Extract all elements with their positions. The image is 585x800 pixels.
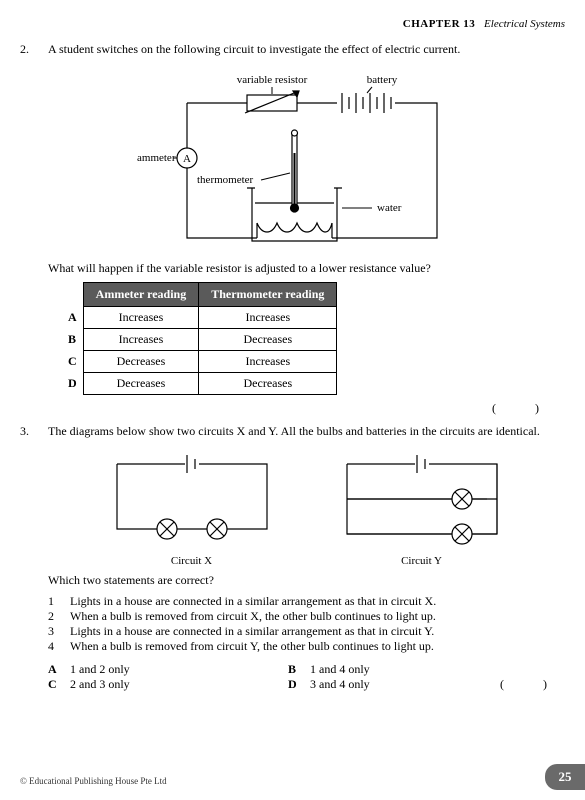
stmt-num: 1: [48, 594, 70, 609]
page-number: 25: [545, 764, 585, 790]
copyright-footer: © Educational Publishing House Pte Ltd: [20, 776, 167, 786]
q2-th-therm: Thermometer reading: [199, 283, 337, 307]
opt-label: B: [288, 662, 310, 677]
q2-cell: Decreases: [199, 329, 337, 351]
stmt-text: When a bulb is removed from circuit X, t…: [70, 609, 436, 624]
opt-label: D: [288, 677, 310, 692]
q2-number: 2.: [20, 42, 48, 416]
q2-answer-blank: ( ): [48, 401, 565, 416]
opt-label: C: [48, 677, 70, 692]
q3-statements: 1Lights in a house are connected in a si…: [48, 594, 565, 654]
stmt-text: Lights in a house are connected in a sim…: [70, 594, 436, 609]
q2-th-ammeter: Ammeter reading: [83, 283, 199, 307]
q2-row-label: C: [56, 351, 83, 373]
q2-cell: Decreases: [83, 351, 199, 373]
q3-number: 3.: [20, 424, 48, 692]
stmt-text: Lights in a house are connected in a sim…: [70, 624, 434, 639]
q2-cell: Increases: [83, 329, 199, 351]
question-3: 3. The diagrams below show two circuits …: [20, 424, 565, 692]
q2-cell: Decreases: [199, 373, 337, 395]
q2-cell: Increases: [199, 307, 337, 329]
q3-text: The diagrams below show two circuits X a…: [48, 424, 565, 439]
circuit-x-caption: Circuit X: [107, 555, 277, 567]
chapter-title: Electrical Systems: [484, 18, 565, 30]
circuit-y-caption: Circuit Y: [337, 555, 507, 567]
label-ammeter: ammeter: [137, 152, 176, 164]
q2-subquestion: What will happen if the variable resisto…: [48, 261, 565, 276]
q3-circuits: Circuit X: [48, 449, 565, 567]
stmt-num: 4: [48, 639, 70, 654]
q2-cell: Increases: [83, 307, 199, 329]
q2-row-label: D: [56, 373, 83, 395]
q2-circuit-diagram: A variable resistor: [127, 63, 487, 253]
q3-body: The diagrams below show two circuits X a…: [48, 424, 565, 692]
opt-text: 1 and 2 only: [70, 662, 130, 677]
q2-text: A student switches on the following circ…: [48, 42, 565, 57]
q3-subquestion: Which two statements are correct?: [48, 573, 565, 588]
label-therm: thermometer: [197, 174, 254, 186]
q2-cell: Increases: [199, 351, 337, 373]
label-water: water: [377, 202, 402, 214]
label-varres: variable resistor: [236, 74, 307, 86]
page-header: CHAPTER 13 Electrical Systems: [20, 18, 565, 30]
opt-text: 2 and 3 only: [70, 677, 130, 692]
opt-text: 3 and 4 only: [310, 677, 370, 692]
q2-answer-table: Ammeter reading Thermometer reading AInc…: [56, 282, 337, 395]
circuit-x-diagram: [107, 449, 277, 549]
opt-label: A: [48, 662, 70, 677]
stmt-text: When a bulb is removed from circuit Y, t…: [70, 639, 434, 654]
opt-text: 1 and 4 only: [310, 662, 370, 677]
q2-row-label: A: [56, 307, 83, 329]
circuit-y-diagram: [337, 449, 507, 549]
q3-answer-blank: ( ): [468, 677, 565, 692]
label-battery: battery: [366, 74, 397, 86]
q2-cell: Decreases: [83, 373, 199, 395]
chapter-label: CHAPTER 13: [403, 18, 476, 30]
q2-row-label: B: [56, 329, 83, 351]
q2-body: A student switches on the following circ…: [48, 42, 565, 416]
question-2: 2. A student switches on the following c…: [20, 42, 565, 416]
stmt-num: 2: [48, 609, 70, 624]
svg-text:A: A: [183, 153, 191, 165]
stmt-num: 3: [48, 624, 70, 639]
q3-options: A1 and 2 only C2 and 3 only B1 and 4 onl…: [48, 662, 565, 692]
